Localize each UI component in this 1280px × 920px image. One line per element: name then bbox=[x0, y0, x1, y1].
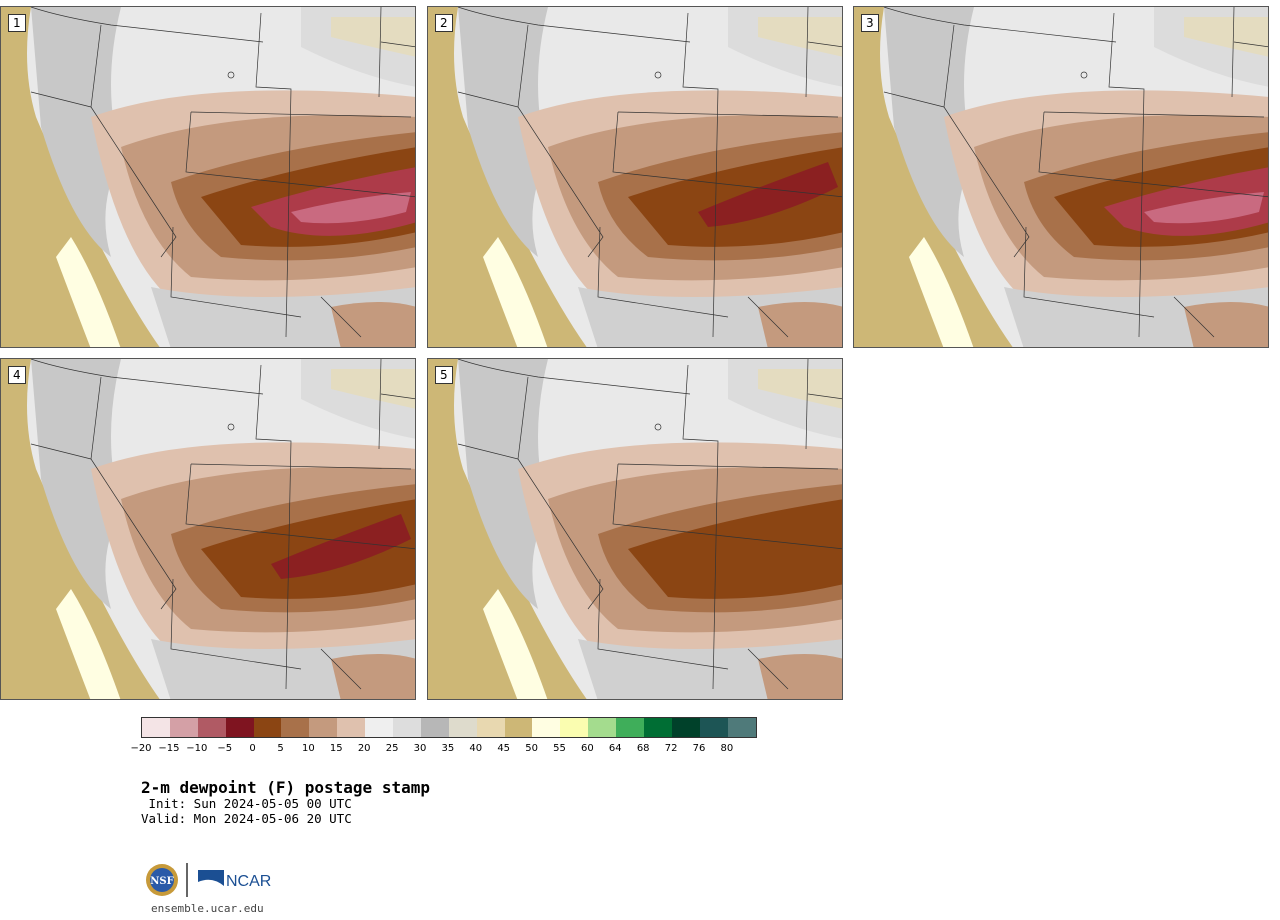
init-time: Init: Sun 2024-05-05 00 UTC bbox=[141, 796, 352, 811]
nsf-logo-icon: NSF bbox=[146, 864, 178, 896]
stamp-number: 5 bbox=[435, 366, 453, 384]
nsf-logo-text: NSF bbox=[150, 876, 173, 887]
colorbar-tick-label: −5 bbox=[217, 743, 233, 754]
colorbar-tick-label: 25 bbox=[385, 743, 399, 754]
colorbar-cell bbox=[365, 718, 394, 737]
colorbar-tick-label: 76 bbox=[692, 743, 706, 754]
colorbar-tick-label: −20 bbox=[130, 743, 152, 754]
colorbar-cell bbox=[393, 718, 421, 737]
colorbar-tick-label: 0 bbox=[249, 743, 256, 754]
colorbar-cell bbox=[644, 718, 672, 737]
colorbar-cell bbox=[309, 718, 338, 737]
colorbar-ticks: −20 −15 −10 −5 0 5 10 15 20 25 30 35 40 45 50 55 60 64 68 7… bbox=[130, 740, 756, 758]
colorbar-cell bbox=[588, 718, 617, 737]
colorbar-tick-label: −15 bbox=[158, 743, 180, 754]
colorbar-cell bbox=[142, 718, 170, 737]
colorbar-tick-label: −10 bbox=[186, 743, 208, 754]
ncar-logo-icon: NCAR bbox=[198, 870, 271, 890]
colorbar-tick-label: 20 bbox=[357, 743, 371, 754]
colorbar-cell bbox=[560, 718, 589, 737]
colorbar-cell bbox=[420, 718, 449, 737]
stamp-number: 2 bbox=[435, 14, 453, 32]
stamp-number: 4 bbox=[8, 366, 26, 384]
ncar-logo-text: NCAR bbox=[226, 873, 271, 890]
colorbar-cell bbox=[253, 718, 282, 737]
colorbar-tick-label: 68 bbox=[636, 743, 650, 754]
colorbar-tick-label: 10 bbox=[302, 743, 315, 754]
colorbar-cell bbox=[699, 718, 728, 737]
colorbar-tick-label: 64 bbox=[608, 743, 622, 754]
colorbar-tick-label: 15 bbox=[329, 743, 343, 754]
stamp-number: 1 bbox=[8, 14, 26, 32]
colorbar-cell bbox=[197, 718, 226, 737]
dewpoint-map bbox=[1, 7, 415, 347]
colorbar-tick-label: 50 bbox=[525, 743, 538, 754]
colorbar-cell bbox=[476, 718, 505, 737]
colorbar-cell bbox=[532, 718, 561, 737]
colorbar-cell bbox=[671, 718, 700, 737]
colorbar bbox=[141, 717, 757, 738]
stamp-number: 3 bbox=[861, 14, 879, 32]
chart-title: 2-m dewpoint (F) postage stamp bbox=[141, 778, 430, 797]
colorbar-cell bbox=[448, 718, 477, 737]
stamp-panel-3: 3 bbox=[853, 6, 1269, 348]
colorbar-cell bbox=[225, 718, 254, 737]
colorbar-cell bbox=[337, 718, 366, 737]
colorbar-tick-label: 60 bbox=[581, 743, 594, 754]
dewpoint-map bbox=[854, 7, 1268, 347]
logos: NSF NCAR bbox=[144, 860, 274, 902]
stamp-panel-5: 5 bbox=[427, 358, 843, 700]
colorbar-tick-label: 45 bbox=[497, 743, 511, 754]
colorbar-tick-label: 30 bbox=[413, 743, 427, 754]
valid-time: Valid: Mon 2024-05-06 20 UTC bbox=[141, 811, 352, 826]
dewpoint-map bbox=[428, 359, 842, 699]
colorbar-tick-label: 5 bbox=[277, 743, 284, 754]
colorbar-tick-label: 72 bbox=[664, 743, 678, 754]
colorbar-tick-label: 80 bbox=[720, 743, 734, 754]
colorbar-tick-label: 40 bbox=[469, 743, 483, 754]
dewpoint-map bbox=[428, 7, 842, 347]
stamp-panel-1: 1 bbox=[0, 6, 416, 348]
stamp-panel-2: 2 bbox=[427, 6, 843, 348]
colorbar-cell bbox=[504, 718, 533, 737]
colorbar-cell bbox=[169, 718, 198, 737]
dewpoint-map bbox=[1, 359, 415, 699]
colorbar-tick-label: 55 bbox=[553, 743, 566, 754]
colorbar-cell bbox=[281, 718, 310, 737]
colorbar-tick-label: 35 bbox=[441, 743, 455, 754]
footer-url: ensemble.ucar.edu bbox=[151, 902, 264, 915]
colorbar-cell bbox=[727, 718, 756, 737]
stamp-panel-4: 4 bbox=[0, 358, 416, 700]
colorbar-cell bbox=[616, 718, 645, 737]
